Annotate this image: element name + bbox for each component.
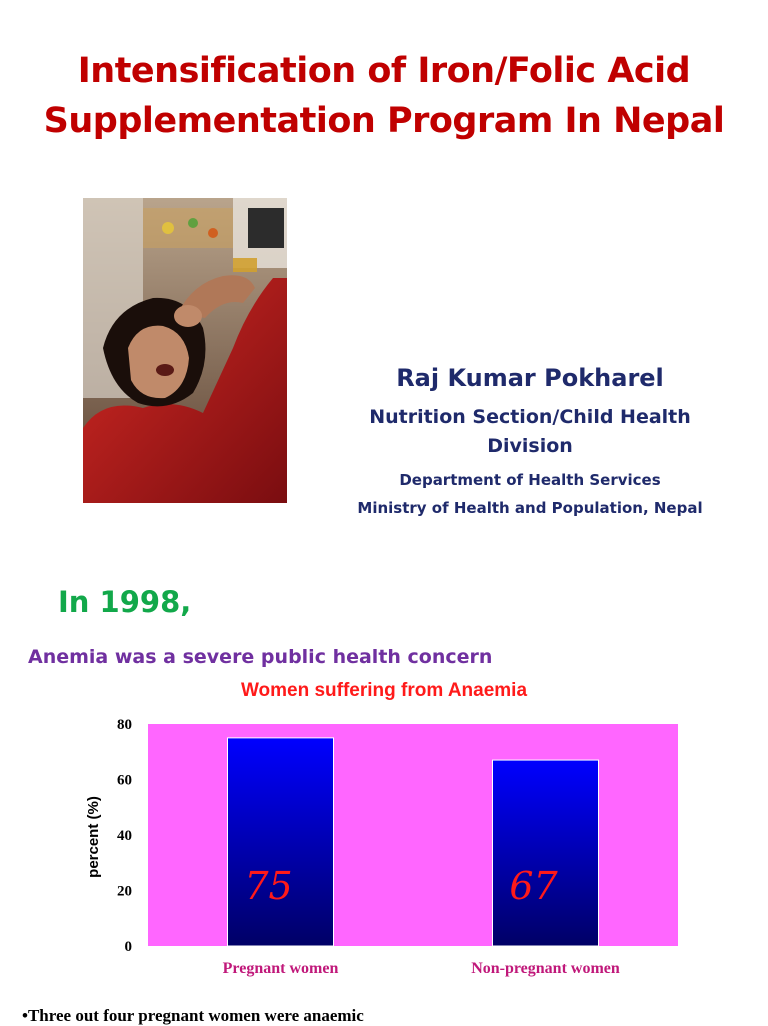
bar-non-pregnant-women <box>492 759 599 947</box>
author-ministry: Ministry of Health and Population, Nepal <box>357 499 703 517</box>
y-tick-label: 0 <box>125 939 133 955</box>
author-department: Department of Health Services <box>399 471 661 489</box>
bullet-pregnant-anaemic: •Three out four pregnant women were anae… <box>22 1006 364 1025</box>
chart-title: Women suffering from Anaemia <box>240 680 528 701</box>
bar-value-label: 75 <box>244 864 292 908</box>
year-heading: In 1998, <box>58 585 192 619</box>
slide-title-line-1: Intensification of Iron/Folic Acid <box>77 51 691 91</box>
y-tick-label: 80 <box>117 717 132 733</box>
x-category-label: Non-pregnant women <box>471 960 620 977</box>
y-tick-label: 20 <box>117 884 132 900</box>
anaemia-bar-chart: 0 20 40 60 80 75 67 Pregnant women Non-pregnan… <box>85 717 678 977</box>
y-tick-label: 60 <box>117 773 132 789</box>
author-block: Raj Kumar Pokharel Nutrition Section/Chi… <box>340 360 720 522</box>
bar-pregnant-women <box>227 737 334 947</box>
y-tick-label: 40 <box>117 828 132 844</box>
x-category-label: Pregnant women <box>223 960 339 977</box>
author-name: Raj Kumar Pokharel <box>396 364 664 392</box>
concern-statement: Anemia was a severe public health concer… <box>28 646 493 668</box>
y-axis-label: percent (%) <box>85 796 102 878</box>
photo-illustration <box>83 198 287 503</box>
woman-taking-tablet-photo <box>83 198 287 503</box>
bar-value-label: 67 <box>509 864 558 908</box>
slide-title-line-2: Supplementation Program In Nepal <box>43 101 725 141</box>
author-section: Nutrition Section/Child Health Division <box>369 406 691 457</box>
slide-title: Intensification of Iron/Folic Acid Suppl… <box>0 46 768 146</box>
